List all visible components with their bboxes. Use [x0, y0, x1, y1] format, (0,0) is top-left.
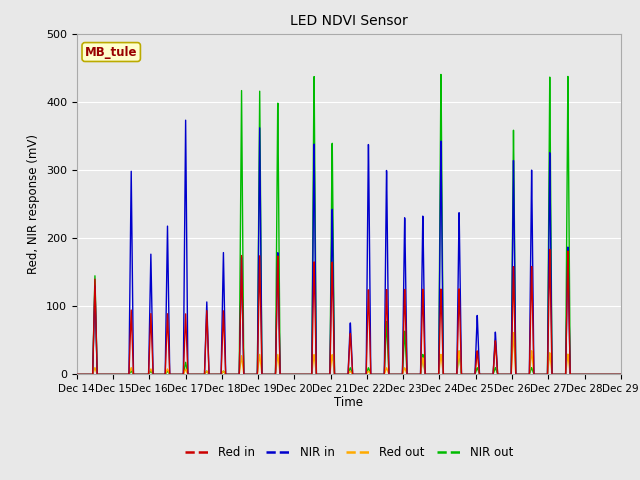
- Legend: Red in, NIR in, Red out, NIR out: Red in, NIR in, Red out, NIR out: [180, 442, 518, 464]
- Title: LED NDVI Sensor: LED NDVI Sensor: [290, 14, 408, 28]
- Y-axis label: Red, NIR response (mV): Red, NIR response (mV): [28, 134, 40, 274]
- X-axis label: Time: Time: [334, 396, 364, 408]
- Text: MB_tule: MB_tule: [85, 46, 138, 59]
